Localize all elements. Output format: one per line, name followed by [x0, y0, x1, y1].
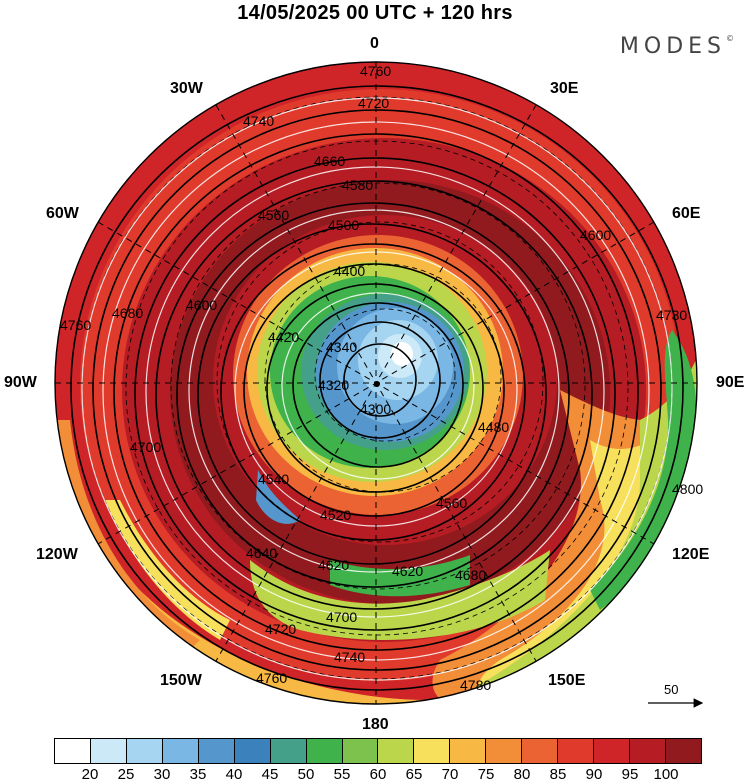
- contour-label: 4700: [326, 609, 357, 625]
- contour-label: 4760: [60, 317, 91, 333]
- colorbar-cell: [270, 739, 307, 763]
- colorbar-cell: [234, 739, 271, 763]
- colorbar-cell: [486, 739, 523, 763]
- lon-label-150e: 150E: [548, 672, 586, 689]
- colorbar-tick-label: 35: [189, 766, 207, 783]
- contour-label: 4680: [455, 567, 486, 583]
- lon-label-150w: 150W: [160, 672, 202, 689]
- contour-label: 4540: [258, 471, 289, 487]
- contour-label: 4640: [246, 545, 277, 561]
- colorbar-tick-label: 30: [153, 766, 171, 783]
- colorbar-tick-label: 95: [621, 766, 639, 783]
- contour-label: 4480: [478, 419, 509, 435]
- colorbar-cell: [126, 739, 163, 763]
- colorbar-cell: [414, 739, 451, 763]
- lon-label-120w: 120W: [36, 546, 78, 563]
- lon-label-60e: 60E: [672, 205, 701, 222]
- colorbar-tick-label: 45: [261, 766, 279, 783]
- contour-label: 4320: [318, 377, 349, 393]
- contour-label: 4730: [656, 307, 687, 323]
- colorbar-cell: [90, 739, 127, 763]
- brand-logo: MODES©: [619, 34, 734, 59]
- colorbar-tick-label: 80: [513, 766, 531, 783]
- colorbar-ticks: 20 25 30 35 40 45 50 55 60 65 70 75 80 85 90 95 100: [54, 764, 702, 783]
- colorbar-cell: [306, 739, 343, 763]
- colorbar-cell: [630, 739, 666, 763]
- lon-label-60w: 60W: [46, 205, 79, 222]
- colorbar: [54, 738, 702, 764]
- colorbar-tick-label: 55: [333, 766, 351, 783]
- colorbar-tick-label: 70: [441, 766, 459, 783]
- contour-label: 4620: [318, 557, 349, 573]
- contour-label: 4400: [334, 263, 365, 279]
- contour-label: 4580: [342, 177, 373, 193]
- map-border: [54, 61, 698, 705]
- contour-label: 4500: [328, 217, 359, 233]
- colorbar-cell: [378, 739, 415, 763]
- reference-vector-label: 50: [664, 682, 679, 697]
- lon-label-90w: 90W: [4, 374, 37, 391]
- wind-speed-field: [55, 62, 697, 704]
- colorbar-cell: [162, 739, 199, 763]
- colorbar-cell: [450, 739, 487, 763]
- contour-label: 4740: [334, 649, 365, 665]
- colorbar-tick-label: 100: [653, 766, 679, 783]
- lon-label-30w: 30W: [170, 80, 203, 97]
- colorbar-tick-label: 20: [81, 766, 99, 783]
- colorbar-cell: [198, 739, 235, 763]
- contour-label-group: 4760 4740 4720 4660 4580 4560 4500 4400 …: [60, 63, 703, 693]
- contour-label: 4700: [130, 439, 161, 455]
- contour-label: 4520: [320, 507, 351, 523]
- temperature-contours: [81, 96, 673, 680]
- contour-label: 4600: [580, 227, 611, 243]
- contour-label: 4600: [186, 297, 217, 313]
- lon-label-0: 0: [370, 35, 379, 52]
- contour-label: 4300: [360, 401, 391, 417]
- contour-label: 4760: [256, 670, 287, 686]
- contour-label: 4340: [326, 339, 357, 355]
- lon-label-120e: 120E: [672, 546, 710, 563]
- contour-label: 4560: [258, 207, 289, 223]
- pole-marker: [374, 381, 380, 387]
- lon-label-90e: 90E: [716, 374, 745, 391]
- colorbar-cell: [558, 739, 595, 763]
- colorbar-tick-label: 75: [477, 766, 495, 783]
- colorbar-tick-label: 25: [117, 766, 135, 783]
- map-title: 14/05/2025 00 UTC + 120 hrs: [237, 2, 513, 24]
- colorbar-tick-label: 90: [585, 766, 603, 783]
- contour-label: 4420: [268, 329, 299, 345]
- colorbar-tick-label: 65: [405, 766, 423, 783]
- height-contours: [70, 85, 684, 691]
- colorbar-tick-label: 50: [297, 766, 315, 783]
- contour-label: 4720: [358, 95, 389, 111]
- contour-label: 4760: [360, 63, 391, 79]
- contour-label: 4680: [112, 305, 143, 321]
- colorbar-tick-label: 40: [225, 766, 243, 783]
- lon-label-30e: 30E: [550, 80, 579, 97]
- colorbar-tick-label: 85: [549, 766, 567, 783]
- contour-label: 4800: [672, 481, 703, 497]
- colorbar-cell: [55, 739, 91, 763]
- colorbar-cell: [594, 739, 630, 763]
- contour-label: 4660: [314, 153, 345, 169]
- colorbar-cell: [342, 739, 379, 763]
- contour-label: 4560: [436, 495, 467, 511]
- contour-label: 4720: [265, 621, 296, 637]
- contour-label: 4620: [392, 563, 423, 579]
- contour-label: 4780: [460, 677, 491, 693]
- colorbar-tick-label: 60: [369, 766, 387, 783]
- lon-label-180: 180: [362, 716, 389, 733]
- colorbar-cell: [522, 739, 559, 763]
- colorbar-cell: [665, 739, 701, 763]
- contour-label: 4740: [243, 113, 274, 129]
